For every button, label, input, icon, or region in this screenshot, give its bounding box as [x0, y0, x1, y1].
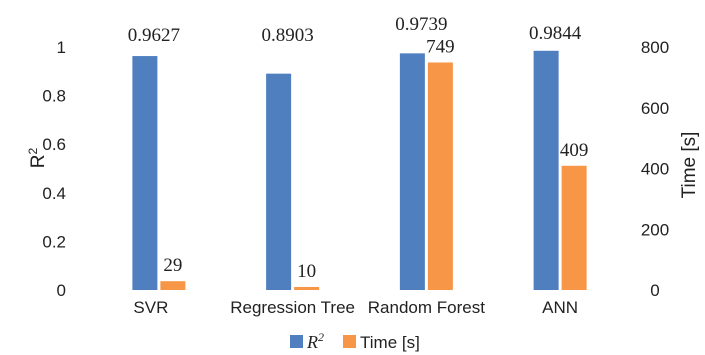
- bar-r2: [132, 56, 158, 290]
- left-axis-ticks: 0 0.2 0.4 0.6 0.8 1: [42, 38, 66, 300]
- bar-time: [160, 281, 186, 290]
- right-axis-ticks: 0 200 400 600 800: [641, 38, 669, 300]
- right-tick-label: 0: [650, 281, 659, 300]
- right-tick-label: 200: [641, 220, 669, 239]
- right-tick-label: 600: [641, 99, 669, 118]
- bar-r2: [533, 50, 559, 290]
- legend-label-time: Time [s]: [360, 333, 420, 352]
- legend-swatch-time: [343, 335, 356, 348]
- bar-r2: [399, 53, 425, 290]
- bar-time: [561, 165, 587, 290]
- bar-r2: [266, 73, 292, 290]
- data-label-r2: 0.9627: [128, 25, 180, 46]
- legend-label-r2: R2: [306, 330, 324, 352]
- right-tick-label: 800: [641, 38, 669, 57]
- data-label-time: 10: [297, 261, 316, 282]
- data-label-r2: 0.9844: [529, 23, 582, 44]
- legend: R2 Time [s]: [290, 330, 420, 352]
- bar-time: [427, 62, 453, 291]
- left-tick-label: 0.8: [42, 87, 66, 106]
- category-label: Random Forest: [368, 298, 485, 317]
- left-tick-label: 1: [57, 38, 66, 57]
- left-tick-label: 0.6: [42, 135, 66, 154]
- category-label: ANN: [542, 298, 578, 317]
- right-axis-title: Time [s]: [679, 132, 700, 199]
- data-label-time: 409: [560, 140, 589, 161]
- bars: [132, 50, 587, 291]
- legend-swatch-r2: [290, 335, 303, 348]
- data-label-r2: 0.8903: [262, 25, 314, 46]
- category-labels: SVR Regression Tree Random Forest ANN: [133, 298, 578, 317]
- left-tick-label: 0: [57, 281, 66, 300]
- left-tick-label: 0.2: [42, 232, 66, 251]
- right-tick-label: 400: [641, 160, 669, 179]
- data-label-time: 29: [163, 255, 182, 276]
- data-label-time: 749: [426, 36, 455, 57]
- left-tick-label: 0.4: [42, 184, 66, 203]
- left-axis-title: R2: [26, 147, 49, 168]
- category-label: SVR: [133, 298, 168, 317]
- data-label-r2: 0.9739: [395, 14, 447, 35]
- bar-time: [294, 286, 320, 290]
- category-label: Regression Tree: [230, 298, 355, 317]
